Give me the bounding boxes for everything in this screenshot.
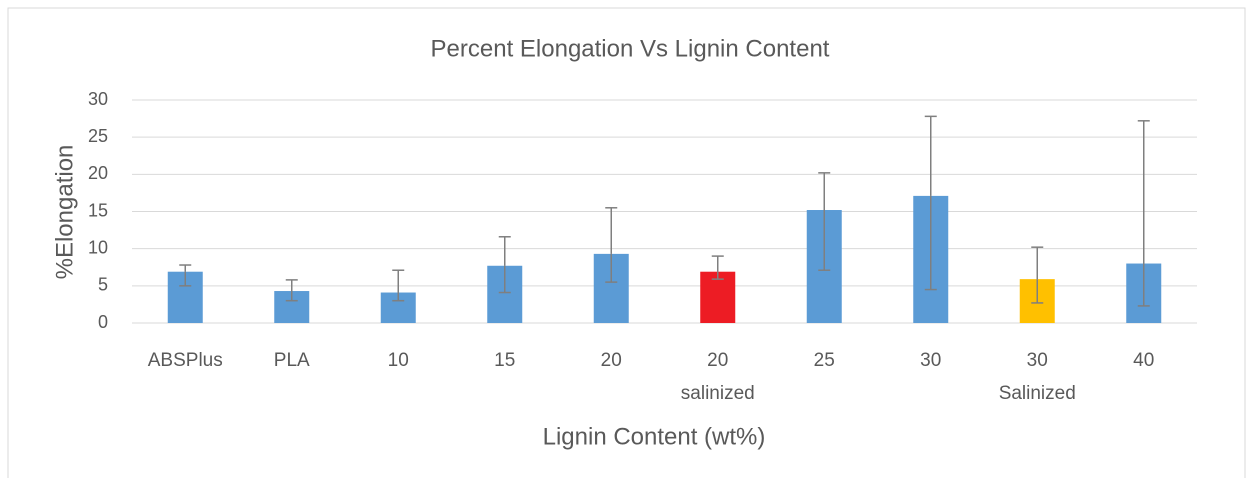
x-tick-label: 10: [387, 350, 409, 371]
y-axis-title: %Elongation: [51, 145, 78, 280]
chart-title: Percent Elongation Vs Lignin Content: [431, 35, 830, 62]
x-tick-label: ABSPlus: [147, 350, 223, 371]
x-axis-title: Lignin Content (wt%): [543, 423, 766, 450]
x-tick-label: 40: [1133, 350, 1155, 371]
x-tick-label: 30: [920, 350, 942, 371]
chart-frame: [7, 7, 1246, 478]
x-tick-label: 20 salinized: [680, 350, 755, 404]
y-tick-label: 0: [98, 312, 108, 332]
y-tick-label: 10: [88, 237, 108, 257]
y-tick-label: 30: [88, 89, 108, 109]
y-tick-label: 20: [88, 163, 108, 183]
x-tick-label: 25: [813, 350, 835, 371]
x-tick-label: 30 Salinized: [998, 350, 1076, 404]
y-tick-label: 25: [88, 126, 108, 146]
x-tick-label: PLA: [273, 350, 310, 371]
y-tick-label: 15: [88, 200, 108, 220]
y-tick-label: 5: [98, 275, 108, 295]
x-tick-label: 15: [494, 350, 516, 371]
bar: [700, 271, 736, 323]
x-tick-label: 20: [600, 350, 622, 371]
